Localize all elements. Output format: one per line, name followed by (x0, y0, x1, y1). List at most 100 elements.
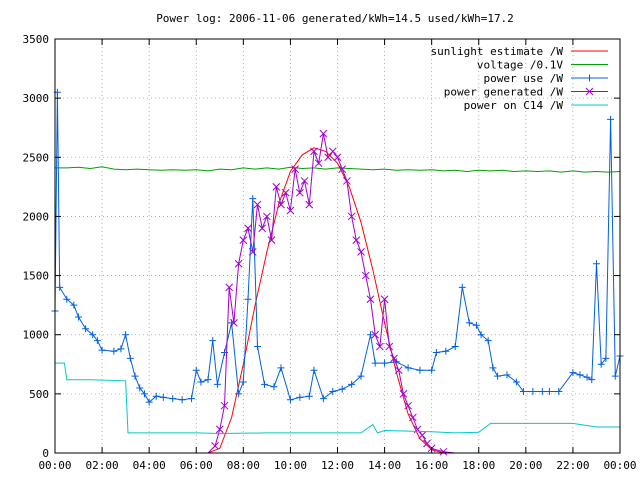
x-tick-label: 10:00 (274, 459, 307, 472)
legend-label: sunlight estimate /W (431, 45, 564, 58)
series-line (55, 362, 620, 435)
data-point (188, 395, 196, 403)
data-point (376, 342, 384, 351)
data-point (357, 372, 365, 380)
data-point (305, 200, 314, 209)
data-point (576, 371, 584, 379)
data-point (588, 376, 596, 384)
data-point (555, 387, 563, 395)
data-point (253, 200, 262, 209)
data-point (347, 212, 356, 221)
data-point (159, 393, 167, 401)
x-tick-label: 16:00 (415, 459, 448, 472)
data-point (607, 115, 615, 123)
data-point (538, 387, 546, 395)
series-layer (51, 88, 624, 456)
data-point (366, 331, 374, 339)
x-tick-label: 02:00 (86, 459, 119, 472)
series-1 (55, 166, 621, 173)
data-point (381, 359, 389, 367)
data-point (329, 387, 337, 395)
data-point (248, 248, 257, 256)
data-point (244, 224, 252, 233)
data-point (494, 372, 502, 380)
data-point (390, 354, 398, 363)
legend-label: voltage /0.1V (477, 59, 563, 72)
data-point (110, 347, 118, 355)
data-point (343, 177, 351, 185)
data-point (145, 398, 153, 406)
legend-label: power on C14 /W (464, 99, 564, 112)
data-point (428, 366, 436, 374)
data-point (583, 373, 591, 381)
data-point (319, 129, 328, 138)
data-point (310, 366, 318, 374)
data-point (204, 376, 212, 384)
x-tick-label: 00:00 (603, 459, 636, 472)
data-point (585, 87, 594, 96)
y-tick-label: 1000 (23, 329, 50, 342)
x-tick-label: 20:00 (509, 459, 542, 472)
data-point (477, 331, 485, 339)
data-point (324, 153, 332, 162)
data-point (569, 369, 577, 377)
data-point (519, 387, 527, 395)
y-tick-label: 3500 (23, 33, 50, 46)
data-point (98, 346, 106, 354)
data-point (371, 359, 379, 367)
series-3 (55, 129, 620, 456)
data-point (261, 380, 269, 388)
data-point (408, 413, 417, 422)
data-point (281, 188, 290, 197)
data-point (258, 224, 267, 233)
data-point (152, 392, 160, 400)
data-point (272, 183, 281, 191)
data-point (451, 343, 459, 351)
data-point (225, 283, 234, 292)
data-point (529, 387, 537, 395)
data-point (586, 74, 593, 82)
data-point (211, 442, 219, 450)
data-point (244, 295, 252, 303)
data-point (611, 372, 619, 380)
series-line (55, 166, 621, 173)
data-point (126, 354, 134, 362)
data-point (192, 366, 200, 374)
data-point (70, 301, 78, 309)
data-point (512, 378, 520, 386)
data-point (197, 378, 205, 386)
data-point (399, 390, 408, 398)
data-point (63, 295, 71, 303)
x-tick-label: 12:00 (321, 459, 354, 472)
data-point (314, 159, 323, 168)
data-point (82, 325, 90, 333)
y-tick-label: 3000 (23, 92, 50, 105)
data-point (465, 319, 473, 327)
legend-label: power generated /W (444, 86, 564, 99)
data-point (296, 393, 304, 401)
data-point (234, 259, 243, 268)
data-point (220, 401, 229, 410)
data-point (418, 431, 427, 440)
data-point (75, 313, 83, 321)
data-point (305, 392, 313, 400)
x-tick-label: 08:00 (227, 459, 260, 472)
data-point (291, 165, 299, 173)
data-point (89, 331, 97, 339)
data-point (338, 165, 347, 173)
data-point (319, 395, 327, 403)
data-point (253, 343, 261, 351)
y-tick-label: 2500 (23, 151, 50, 164)
data-point (140, 390, 148, 398)
data-point (357, 248, 365, 256)
data-point (295, 188, 304, 197)
data-point (239, 236, 248, 244)
data-point (380, 295, 389, 304)
data-point (592, 260, 600, 268)
data-point (338, 385, 346, 393)
data-point (333, 153, 342, 162)
y-tick-label: 500 (29, 388, 49, 401)
data-point (277, 364, 285, 372)
